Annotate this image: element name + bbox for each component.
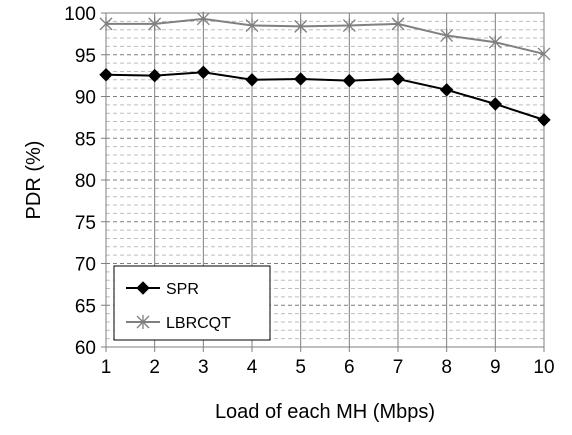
- series-line-spr: [105, 71, 545, 121]
- legend-item-spr: SPR: [126, 281, 199, 298]
- x-tick-label: 9: [490, 357, 501, 378]
- data-point-spr: [488, 97, 503, 111]
- data-point-spr: [391, 72, 405, 86]
- data-point-lbrcqt: [245, 18, 259, 33]
- legend-label-lbrcqt: LBRCQT: [166, 315, 231, 332]
- x-tick-label: 10: [533, 357, 554, 378]
- series: [99, 11, 551, 127]
- y-tick-label: 75: [75, 213, 96, 234]
- y-tick-label: 70: [75, 255, 96, 276]
- data-point-spr: [293, 72, 308, 86]
- x-tick-label: 3: [198, 357, 209, 378]
- legend-box: [113, 265, 271, 341]
- series-line-lbrcqt: [106, 17, 545, 55]
- data-point-spr: [245, 73, 259, 87]
- y-tick-label: 90: [75, 88, 96, 109]
- data-point-lbrcqt: [488, 35, 502, 50]
- legend-marker-spr: [136, 281, 150, 295]
- legend: SPR LBRCQT: [113, 265, 271, 341]
- y-tick-label: 95: [75, 46, 96, 67]
- x-axis-title: Load of each MH (Mbps): [215, 401, 435, 423]
- y-tick-label: 60: [75, 338, 96, 359]
- y-tick-label: 100: [64, 4, 96, 25]
- legend-marker-lbrcqt: [136, 315, 150, 329]
- data-point-lbrcqt: [148, 16, 162, 31]
- data-point-spr: [196, 65, 211, 79]
- data-point-spr: [342, 73, 357, 88]
- series-lbrcqt: [99, 11, 551, 61]
- x-tick-label: 5: [295, 357, 306, 378]
- y-tick-label: 65: [75, 296, 96, 317]
- data-point-lbrcqt: [342, 18, 356, 33]
- data-point-lbrcqt: [537, 46, 551, 61]
- data-point-lbrcqt: [294, 19, 308, 34]
- data-point-lbrcqt: [99, 16, 113, 31]
- y-tick-label: 80: [75, 171, 96, 192]
- data-point-spr: [439, 83, 454, 97]
- legend-item-lbrcqt: LBRCQT: [126, 315, 231, 332]
- x-tick-label: 8: [441, 357, 452, 378]
- y-axis-ticks: 60 65 70 75 80 85 90 95 100: [64, 4, 106, 359]
- x-tick-label: 1: [101, 357, 112, 378]
- x-tick-label: 7: [393, 357, 404, 378]
- data-point-spr: [147, 68, 162, 83]
- x-tick-label: 2: [149, 357, 160, 378]
- x-tick-label: 4: [247, 357, 258, 378]
- data-point-spr: [537, 113, 551, 127]
- data-point-lbrcqt: [440, 28, 454, 43]
- legend-label-spr: SPR: [166, 281, 199, 298]
- data-point-lbrcqt: [391, 16, 405, 31]
- data-point-spr: [99, 68, 113, 82]
- x-tick-label: 6: [344, 357, 355, 378]
- series-spr: [99, 65, 551, 127]
- y-axis-title: PDR (%): [23, 141, 45, 220]
- data-point-lbrcqt: [196, 11, 210, 26]
- x-axis-ticks: 1 2 3 4 5 6 7 8 9 10: [101, 347, 555, 378]
- y-tick-label: 85: [75, 129, 96, 150]
